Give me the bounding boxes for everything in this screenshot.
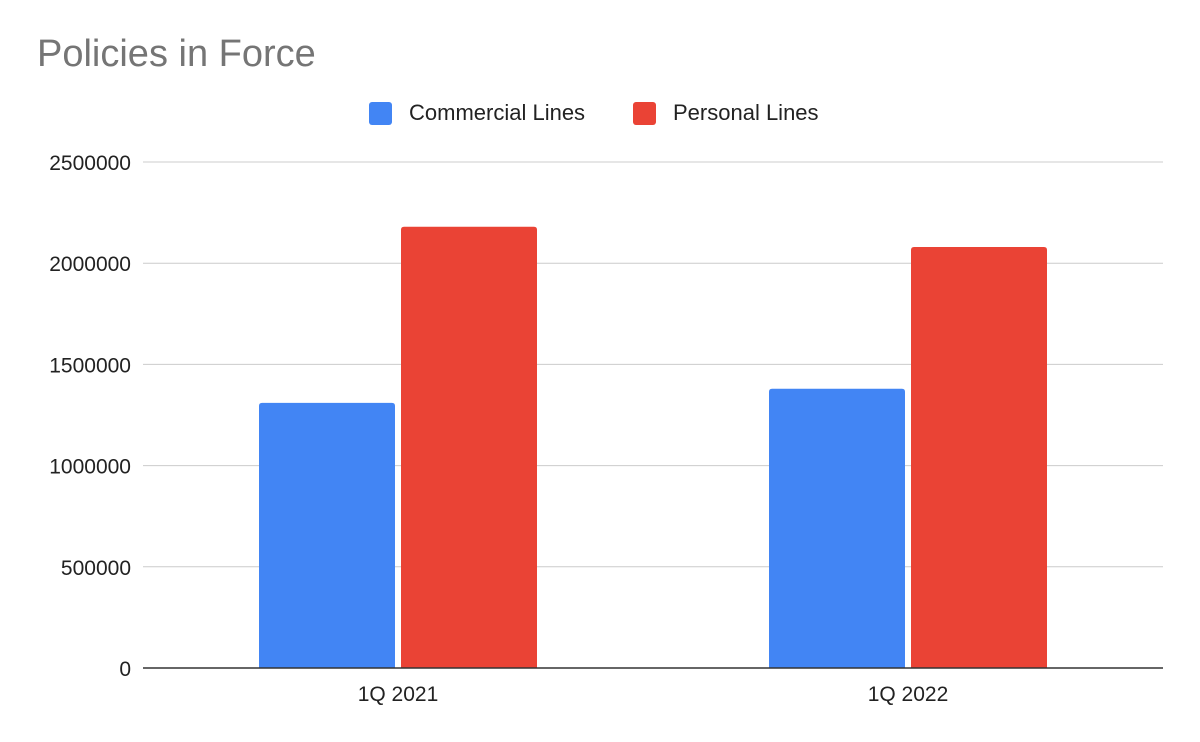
bars <box>259 226 1047 668</box>
bar-personal-lines-1q-2021[interactable] <box>401 226 537 668</box>
x-tick-label-1q-2021: 1Q 2021 <box>358 683 439 706</box>
x-tick-label-1q-2022: 1Q 2022 <box>868 683 949 706</box>
legend-item-personal-lines[interactable]: Personal Lines <box>633 98 819 128</box>
legend-label-personal-lines: Personal Lines <box>673 100 819 125</box>
y-tick-label: 1000000 <box>49 456 131 479</box>
y-tick-label: 2500000 <box>49 152 131 175</box>
legend: Commercial Lines Personal Lines <box>0 98 1200 128</box>
legend-swatch-commercial-lines <box>369 101 392 125</box>
y-tick-label: 1500000 <box>49 354 131 377</box>
legend-item-commercial-lines[interactable]: Commercial Lines <box>369 98 585 128</box>
chart-title: Policies in Force <box>37 33 316 75</box>
y-tick-label: 500000 <box>61 557 131 580</box>
legend-swatch-personal-lines <box>633 101 656 125</box>
legend-label-commercial-lines: Commercial Lines <box>409 100 586 125</box>
bar-personal-lines-1q-2022[interactable] <box>911 247 1047 668</box>
bar-commercial-lines-1q-2022[interactable] <box>769 388 905 668</box>
axes: 0 500000 1000000 1500000 2000000 2500000 1Q 20… <box>49 152 1163 706</box>
bar-commercial-lines-1q-2021[interactable] <box>259 402 395 668</box>
y-tick-label: 2000000 <box>49 253 131 276</box>
y-tick-label: 0 <box>119 658 131 681</box>
